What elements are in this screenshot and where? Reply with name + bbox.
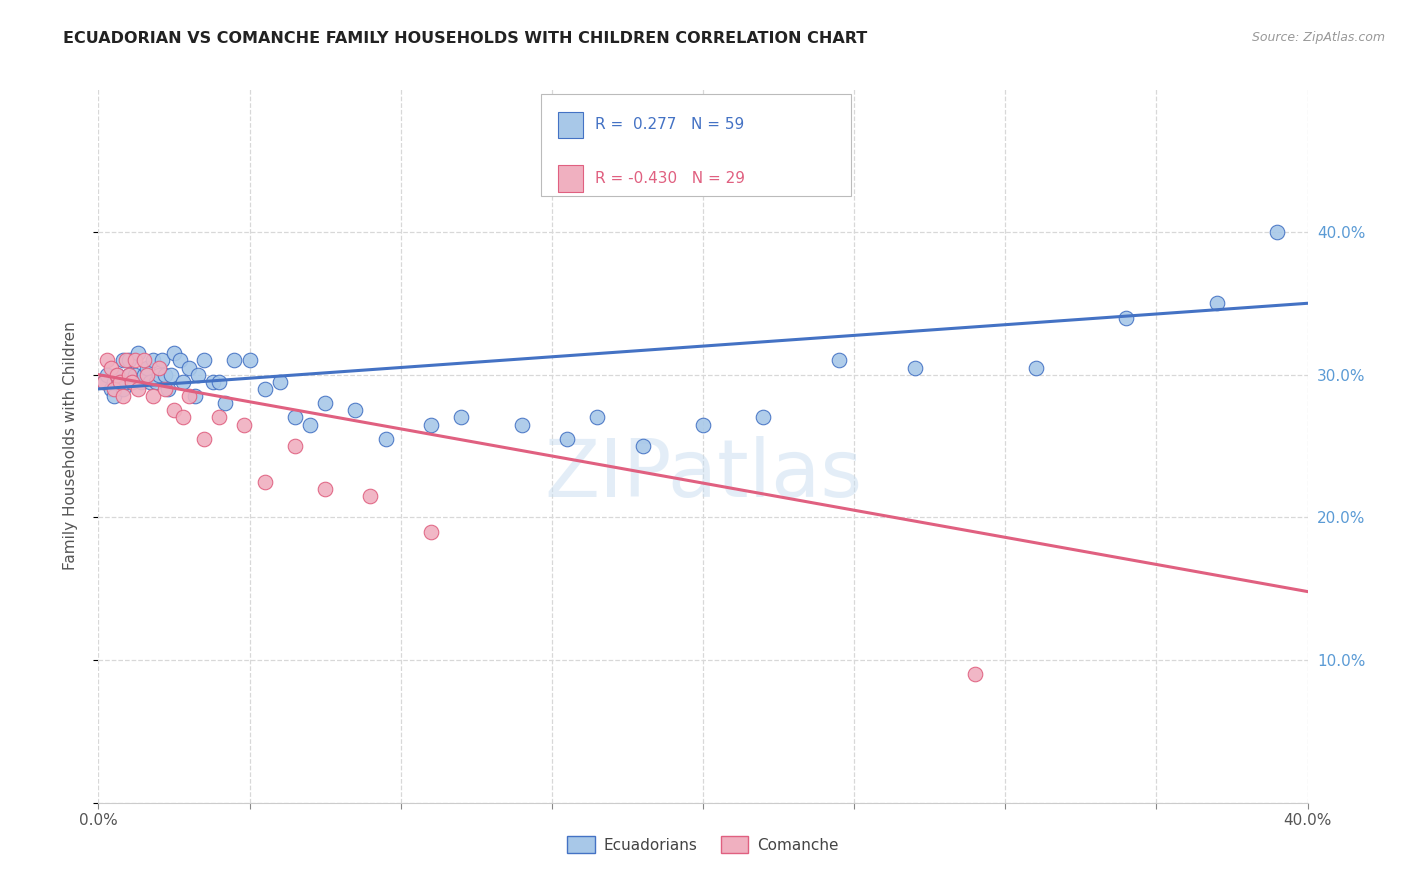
Point <box>510 417 533 432</box>
Point <box>160 368 183 382</box>
Point <box>420 417 443 432</box>
Point <box>172 375 194 389</box>
Point <box>142 353 165 368</box>
Point <box>202 375 225 389</box>
Point <box>208 375 231 389</box>
Point <box>253 475 276 489</box>
Point <box>232 417 254 432</box>
Point <box>239 353 262 368</box>
Point <box>124 353 146 368</box>
Point <box>828 353 851 368</box>
Point <box>1267 225 1289 239</box>
Point <box>1115 310 1137 325</box>
Point <box>127 382 149 396</box>
Text: ECUADORIAN VS COMANCHE FAMILY HOUSEHOLDS WITH CHILDREN CORRELATION CHART: ECUADORIAN VS COMANCHE FAMILY HOUSEHOLDS… <box>63 31 868 46</box>
Point <box>150 353 173 368</box>
Point <box>193 432 215 446</box>
Point <box>172 410 194 425</box>
Point <box>103 389 125 403</box>
Point <box>127 346 149 360</box>
Point <box>752 410 775 425</box>
Point <box>139 375 162 389</box>
Point <box>135 368 157 382</box>
Point <box>965 667 987 681</box>
Point <box>108 375 131 389</box>
Point <box>148 368 170 382</box>
Point <box>284 439 307 453</box>
Point <box>118 368 141 382</box>
Point <box>96 353 118 368</box>
Point <box>100 382 122 396</box>
Point <box>586 410 609 425</box>
Point <box>108 375 131 389</box>
Point <box>214 396 236 410</box>
Point <box>145 375 167 389</box>
Point <box>132 353 155 368</box>
Point <box>314 482 336 496</box>
Point <box>163 346 186 360</box>
Point <box>93 375 115 389</box>
Point <box>169 353 191 368</box>
Text: Source: ZipAtlas.com: Source: ZipAtlas.com <box>1251 31 1385 45</box>
Point <box>111 353 134 368</box>
Point <box>314 396 336 410</box>
Point <box>187 368 209 382</box>
Point <box>114 375 136 389</box>
Point <box>450 410 472 425</box>
Point <box>208 410 231 425</box>
Point <box>420 524 443 539</box>
Point <box>105 368 128 382</box>
Point <box>132 368 155 382</box>
Point <box>93 375 115 389</box>
Legend: Ecuadorians, Comanche: Ecuadorians, Comanche <box>561 830 845 859</box>
Point <box>129 375 152 389</box>
Point <box>269 375 291 389</box>
Point <box>148 360 170 375</box>
Point <box>121 375 143 389</box>
Text: ZIPatlas: ZIPatlas <box>544 435 862 514</box>
Point <box>360 489 382 503</box>
Point <box>193 353 215 368</box>
Y-axis label: Family Households with Children: Family Households with Children <box>63 322 77 570</box>
Point <box>114 353 136 368</box>
Point <box>96 368 118 382</box>
Point <box>299 417 322 432</box>
Point <box>153 382 176 396</box>
Point <box>1206 296 1229 310</box>
Point <box>179 360 201 375</box>
Point <box>121 375 143 389</box>
Point <box>124 368 146 382</box>
Point <box>135 360 157 375</box>
Point <box>111 382 134 396</box>
Point <box>153 368 176 382</box>
Point <box>253 382 276 396</box>
Point <box>100 360 122 375</box>
Point <box>103 375 125 389</box>
Point <box>904 360 927 375</box>
Text: R =  0.277   N = 59: R = 0.277 N = 59 <box>595 118 744 132</box>
Point <box>111 389 134 403</box>
Point <box>692 417 714 432</box>
Text: R = -0.430   N = 29: R = -0.430 N = 29 <box>595 171 745 186</box>
Point <box>224 353 246 368</box>
Point <box>105 368 128 382</box>
Point <box>555 432 578 446</box>
Point <box>118 353 141 368</box>
Point <box>631 439 654 453</box>
Point <box>179 389 201 403</box>
Point <box>163 403 186 417</box>
Point <box>142 389 165 403</box>
Point <box>156 382 179 396</box>
Point <box>344 403 367 417</box>
Point <box>184 389 207 403</box>
Point <box>118 368 141 382</box>
Point <box>374 432 396 446</box>
Point <box>1024 360 1046 375</box>
Point <box>284 410 307 425</box>
Point <box>103 382 125 396</box>
